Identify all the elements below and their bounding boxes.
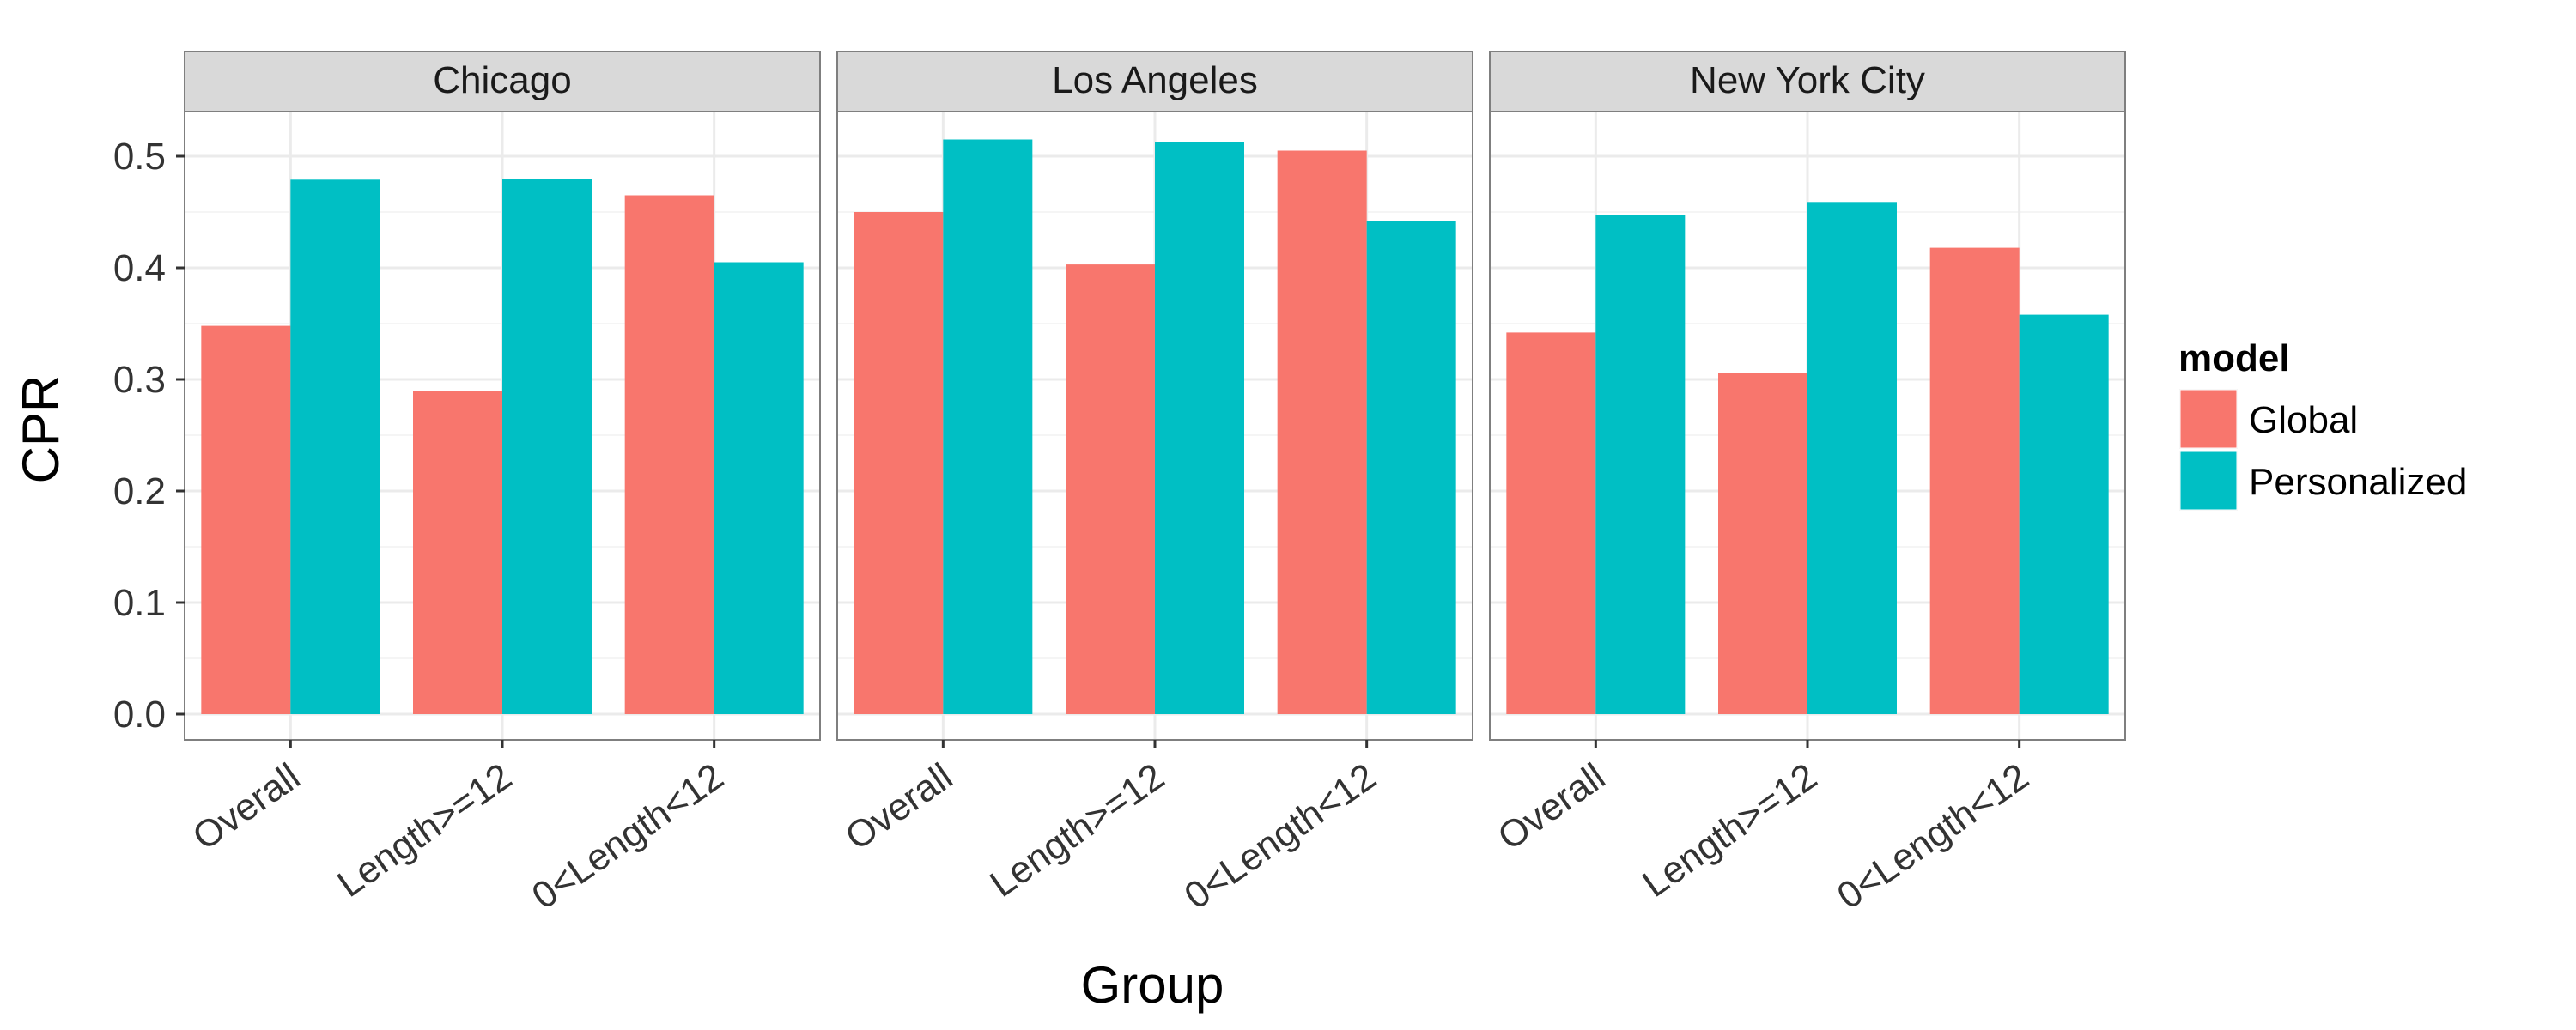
legend: model Global Personalized: [2178, 337, 2467, 512]
x-tick-label: Length>=12: [982, 755, 1172, 906]
bar-global: [1929, 247, 2020, 715]
bar-personalized: [1155, 142, 1244, 715]
y-tick-label: 0.1: [113, 582, 166, 624]
x-tick-label: Overall: [838, 755, 960, 858]
y-axis-title: CPR: [12, 375, 70, 484]
legend-swatch-personalized: [2179, 451, 2238, 511]
bar-global: [1066, 264, 1155, 715]
legend-entries: Global Personalized: [2178, 387, 2467, 512]
facet-panel: Chicago Overall Length>=12 0<Length<12: [184, 51, 821, 918]
x-axis-title: Group: [1081, 956, 1224, 1014]
y-tick-label: 0.2: [113, 470, 166, 512]
x-tick-label: Length>=12: [1635, 755, 1825, 906]
y-tick-label: 0.3: [113, 359, 166, 401]
x-tick-label: 0<Length<12: [1830, 755, 2037, 918]
bar-personalized: [943, 139, 1033, 714]
bar-personalized: [290, 179, 380, 715]
x-tick-label: 0<Length<12: [525, 755, 732, 918]
x-tick-label: Length>=12: [330, 755, 519, 906]
y-tick-label: 0.0: [113, 694, 166, 736]
x-tick-label: Overall: [185, 755, 307, 858]
legend-swatch-global: [2179, 389, 2238, 449]
y-tick-label: 0.4: [113, 247, 166, 289]
facet-strip: [1489, 51, 2126, 112]
bar-global: [1718, 373, 1807, 714]
bar-global: [413, 391, 502, 714]
legend-label: Global: [2249, 399, 2358, 441]
legend-title: model: [2178, 337, 2290, 379]
bar-personalized: [714, 262, 804, 714]
facet-strip-label: New York City: [1690, 59, 1925, 101]
bar-personalized: [1595, 215, 1686, 714]
y-axis: 0.0 0.1 0.2 0.3 0.4 0.5: [113, 136, 185, 736]
x-tick-label: Overall: [1491, 755, 1613, 858]
bar-global: [1277, 150, 1367, 714]
bar-personalized: [1807, 202, 1897, 715]
facet-panel: New York City Overall Length>=12 0<Length<1…: [1489, 51, 2126, 918]
legend-label: Personalized: [2249, 461, 2467, 503]
bar-global: [624, 195, 714, 714]
facet-strip: [184, 51, 821, 112]
y-tick-label: 0.5: [113, 136, 166, 178]
bar-personalized: [1366, 221, 1456, 714]
bar-personalized: [502, 179, 592, 714]
facet-panel: Los Angeles Overall Length>=12 0<Length<12: [836, 51, 1473, 918]
bar-global: [1506, 332, 1596, 714]
facet-strip-label: Chicago: [433, 59, 571, 101]
bar-global: [201, 325, 291, 714]
facet-strip-label: Los Angeles: [1052, 59, 1258, 101]
facet-strip: [836, 51, 1473, 112]
bar-global: [854, 212, 944, 714]
x-tick-label: 0<Length<12: [1177, 755, 1384, 918]
bar-personalized: [2019, 314, 2109, 714]
